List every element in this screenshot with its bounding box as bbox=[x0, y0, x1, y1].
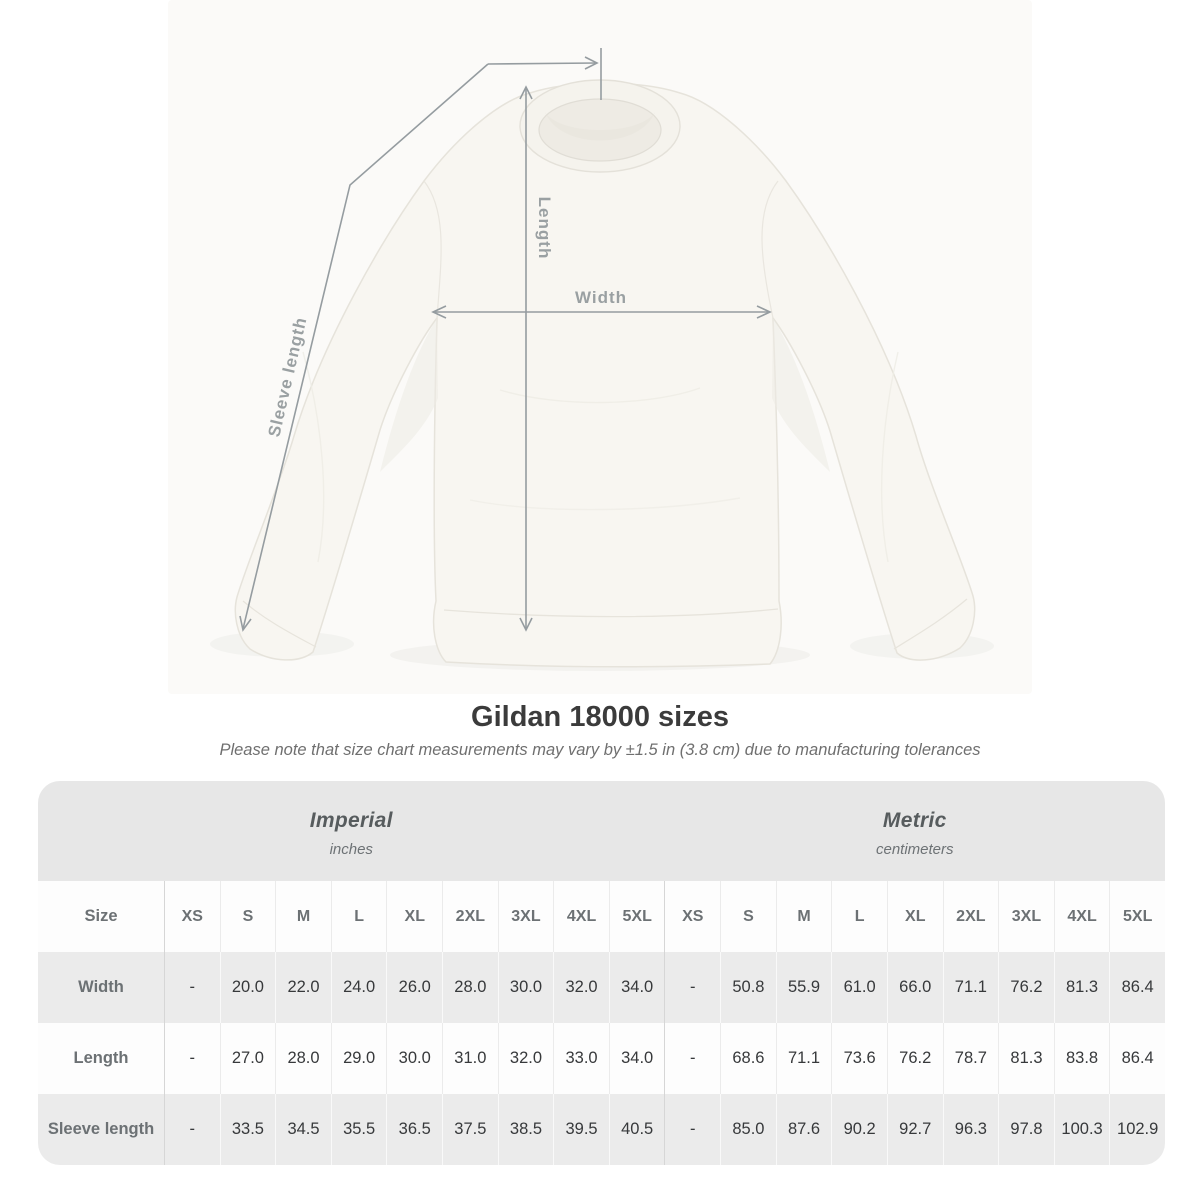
size-header-cell: S bbox=[720, 881, 776, 952]
length-measure-label: Length bbox=[535, 197, 554, 260]
value-cell: - bbox=[664, 1094, 720, 1165]
value-cell: - bbox=[164, 1023, 220, 1094]
table-row-sleeve-length: Sleeve length -33.5 34.5 35.5 36.5 37.5 38.5 3… bbox=[38, 1094, 1165, 1165]
value-cell: 28.0 bbox=[275, 1023, 331, 1094]
value-cell: 32.0 bbox=[497, 1023, 554, 1094]
value-cell: 28.0 bbox=[442, 952, 498, 1023]
value-cell: 96.3 bbox=[942, 1094, 999, 1165]
value-cell: 24.0 bbox=[330, 952, 387, 1023]
value-cell: 30.0 bbox=[386, 1023, 442, 1094]
size-header-cell: M bbox=[775, 881, 832, 952]
value-cell: 34.5 bbox=[275, 1094, 331, 1165]
value-cell: 102.9 bbox=[1109, 1094, 1165, 1165]
value-cell: - bbox=[664, 1023, 720, 1094]
value-cell: 20.0 bbox=[219, 952, 276, 1023]
size-header-cell: M bbox=[275, 881, 331, 952]
size-header-cell: 2XL bbox=[942, 881, 999, 952]
size-header-cell: 2XL bbox=[442, 881, 498, 952]
size-header-cell: L bbox=[831, 881, 887, 952]
size-header-cell: 4XL bbox=[553, 881, 609, 952]
value-cell: 34.0 bbox=[608, 1023, 665, 1094]
width-measure-label: Width bbox=[575, 288, 627, 307]
value-cell: 87.6 bbox=[775, 1094, 832, 1165]
value-cell: 78.7 bbox=[942, 1023, 999, 1094]
size-header-cell: XS bbox=[164, 881, 220, 952]
metric-title: Metric bbox=[882, 808, 947, 832]
value-cell: 37.5 bbox=[442, 1094, 498, 1165]
value-cell: 81.3 bbox=[1053, 952, 1110, 1023]
size-header-cell: XS bbox=[664, 881, 720, 952]
value-cell: 38.5 bbox=[497, 1094, 554, 1165]
size-table: Imperial inches Metric centimeters Size … bbox=[38, 781, 1165, 1165]
measurement-lines bbox=[239, 48, 772, 632]
value-cell: 97.8 bbox=[998, 1094, 1054, 1165]
value-cell: 86.4 bbox=[1109, 952, 1165, 1023]
size-column-header: Size bbox=[84, 907, 118, 925]
value-cell: 76.2 bbox=[886, 1023, 943, 1094]
value-cell: 90.2 bbox=[831, 1094, 887, 1165]
metric-header: Metric centimeters bbox=[665, 781, 1166, 881]
product-photo: Length Width Sleeve length bbox=[210, 48, 994, 671]
value-cell: - bbox=[664, 952, 720, 1023]
value-cell: 33.5 bbox=[219, 1094, 276, 1165]
value-cell: 68.6 bbox=[720, 1023, 776, 1094]
value-cell: 26.0 bbox=[386, 952, 442, 1023]
page-title: Gildan 18000 sizes bbox=[471, 701, 729, 733]
value-cell: 55.9 bbox=[775, 952, 832, 1023]
row-label: Sleeve length bbox=[47, 1120, 155, 1138]
value-cell: 71.1 bbox=[942, 952, 999, 1023]
unit-header-band: Imperial inches Metric centimeters bbox=[38, 781, 1165, 881]
value-cell: 81.3 bbox=[998, 1023, 1054, 1094]
metric-subtitle: centimeters bbox=[875, 840, 954, 858]
row-label: Width bbox=[78, 978, 124, 996]
table-row-width: Width -20.0 22.0 24.0 26.0 28.0 30.0 32.0 34.0-… bbox=[38, 952, 1165, 1023]
value-cell: 71.1 bbox=[775, 1023, 832, 1094]
value-cell: 35.5 bbox=[330, 1094, 387, 1165]
size-header-cell: 5XL bbox=[1109, 881, 1165, 952]
value-cell: 83.8 bbox=[1053, 1023, 1110, 1094]
value-cell: - bbox=[164, 952, 220, 1023]
imperial-subtitle: inches bbox=[329, 840, 373, 858]
sweatshirt-diagram: Length Width Sleeve length bbox=[210, 48, 994, 671]
value-cell: 76.2 bbox=[998, 952, 1054, 1023]
size-header-row: Size XS S M L XL 2XL 3XL 4XL 5XL XS S M L XL 2XL 3XL 4XL… bbox=[38, 881, 1165, 952]
size-header-cell: 4XL bbox=[1053, 881, 1110, 952]
size-header-cell: XL bbox=[886, 881, 943, 952]
value-cell: 66.0 bbox=[886, 952, 943, 1023]
value-cell: 61.0 bbox=[831, 952, 887, 1023]
sweatshirt-illustration bbox=[234, 79, 976, 668]
value-cell: 32.0 bbox=[553, 952, 609, 1023]
size-header-cell: S bbox=[219, 881, 276, 952]
value-cell: 86.4 bbox=[1109, 1023, 1165, 1094]
page-subtitle: Please note that size chart measurements… bbox=[219, 741, 981, 759]
size-header-cell: XL bbox=[386, 881, 442, 952]
value-cell: 73.6 bbox=[831, 1023, 887, 1094]
imperial-header: Imperial inches bbox=[38, 781, 665, 881]
table-row-length: Length -27.0 28.0 29.0 30.0 31.0 32.0 33.0 34.0… bbox=[38, 1023, 1165, 1094]
value-cell: 85.0 bbox=[720, 1094, 776, 1165]
value-cell: 100.3 bbox=[1053, 1094, 1110, 1165]
value-cell: 31.0 bbox=[442, 1023, 498, 1094]
value-cell: 33.0 bbox=[553, 1023, 609, 1094]
size-header-cell: 5XL bbox=[608, 881, 665, 952]
value-cell: 22.0 bbox=[275, 952, 331, 1023]
value-cell: 92.7 bbox=[886, 1094, 943, 1165]
size-header-cell: 3XL bbox=[497, 881, 554, 952]
value-cell: 27.0 bbox=[219, 1023, 276, 1094]
size-header-cell: 3XL bbox=[998, 881, 1054, 952]
imperial-title: Imperial bbox=[309, 808, 393, 832]
value-cell: 39.5 bbox=[553, 1094, 609, 1165]
value-cell: 29.0 bbox=[330, 1023, 387, 1094]
value-cell: 40.5 bbox=[608, 1094, 665, 1165]
value-cell: 34.0 bbox=[608, 952, 665, 1023]
value-cell: 36.5 bbox=[386, 1094, 442, 1165]
size-header-cell: L bbox=[330, 881, 387, 952]
row-label: Length bbox=[73, 1049, 129, 1067]
value-cell: 50.8 bbox=[720, 952, 776, 1023]
value-cell: - bbox=[164, 1094, 220, 1165]
value-cell: 30.0 bbox=[497, 952, 554, 1023]
